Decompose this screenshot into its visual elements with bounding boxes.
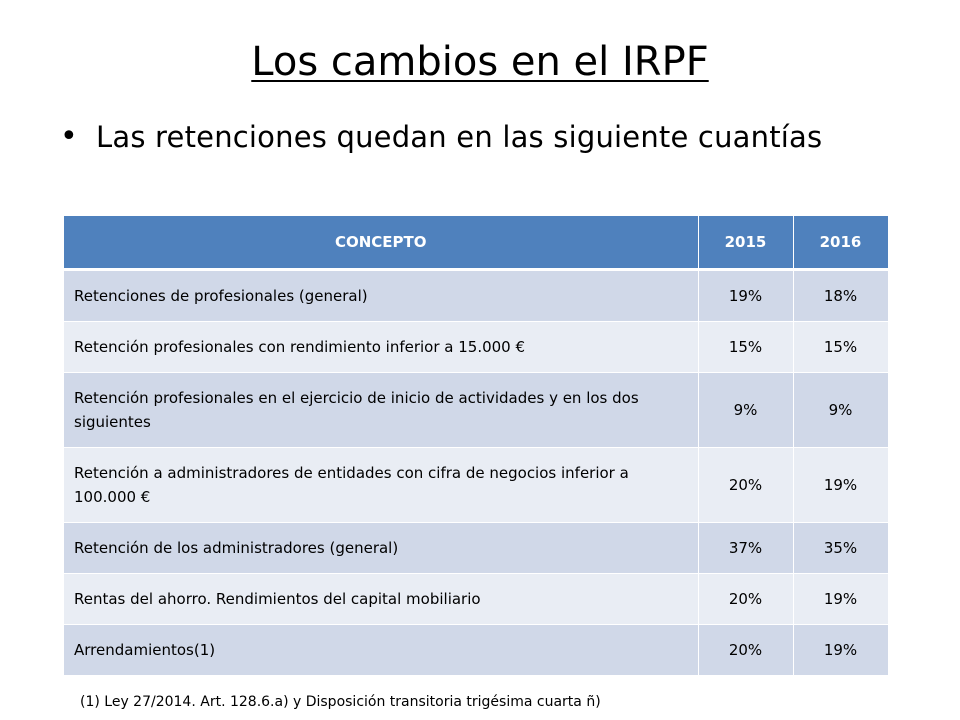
- value-2016-cell: 35%: [793, 522, 889, 574]
- value-2015-cell: 20%: [698, 573, 794, 625]
- table-row: Rentas del ahorro. Rendimientos del capi…: [64, 573, 889, 625]
- table-row: Retención profesionales con rendimiento …: [64, 321, 889, 373]
- header-concepto: CONCEPTO: [64, 216, 699, 271]
- table-row: Retención profesionales en el ejercicio …: [64, 372, 889, 448]
- value-2015-cell: 9%: [698, 372, 794, 448]
- bullet-item: • Las retenciones quedan en las siguient…: [60, 116, 920, 158]
- concepto-cell: Retenciones de profesionales (general): [64, 269, 699, 322]
- table-row: Retención de los administradores (genera…: [64, 522, 889, 574]
- bullet-icon: •: [60, 119, 78, 154]
- table-row: Retención a administradores de entidades…: [64, 447, 889, 523]
- value-2015-cell: 37%: [698, 522, 794, 574]
- concepto-cell: Arrendamientos(1): [64, 624, 699, 676]
- concepto-cell: Rentas del ahorro. Rendimientos del capi…: [64, 573, 699, 625]
- footnote: (1) Ley 27/2014. Art. 128.6.a) y Disposi…: [80, 694, 601, 710]
- table-header-row: CONCEPTO 2015 2016: [64, 216, 889, 271]
- value-2016-cell: 19%: [793, 447, 889, 523]
- header-2015: 2015: [698, 216, 794, 271]
- concepto-cell: Retención profesionales en el ejercicio …: [64, 372, 699, 448]
- value-2016-cell: 9%: [793, 372, 889, 448]
- concepto-cell: Retención a administradores de entidades…: [64, 447, 699, 523]
- bullet-text: Las retenciones quedan en las siguiente …: [96, 120, 823, 154]
- value-2016-cell: 15%: [793, 321, 889, 373]
- header-2016: 2016: [793, 216, 889, 271]
- value-2015-cell: 20%: [698, 624, 794, 676]
- value-2016-cell: 19%: [793, 573, 889, 625]
- slide-title: Los cambios en el IRPF: [251, 39, 709, 85]
- value-2016-cell: 18%: [793, 269, 889, 322]
- value-2015-cell: 20%: [698, 447, 794, 523]
- value-2015-cell: 15%: [698, 321, 794, 373]
- value-2016-cell: 19%: [793, 624, 889, 676]
- value-2015-cell: 19%: [698, 269, 794, 322]
- table-row: Retenciones de profesionales (general) 1…: [64, 269, 889, 322]
- table-row: Arrendamientos(1) 20% 19%: [64, 624, 889, 676]
- retention-table: CONCEPTO 2015 2016 Retenciones de profes…: [64, 216, 889, 676]
- concepto-cell: Retención de los administradores (genera…: [64, 522, 699, 574]
- concepto-cell: Retención profesionales con rendimiento …: [64, 321, 699, 373]
